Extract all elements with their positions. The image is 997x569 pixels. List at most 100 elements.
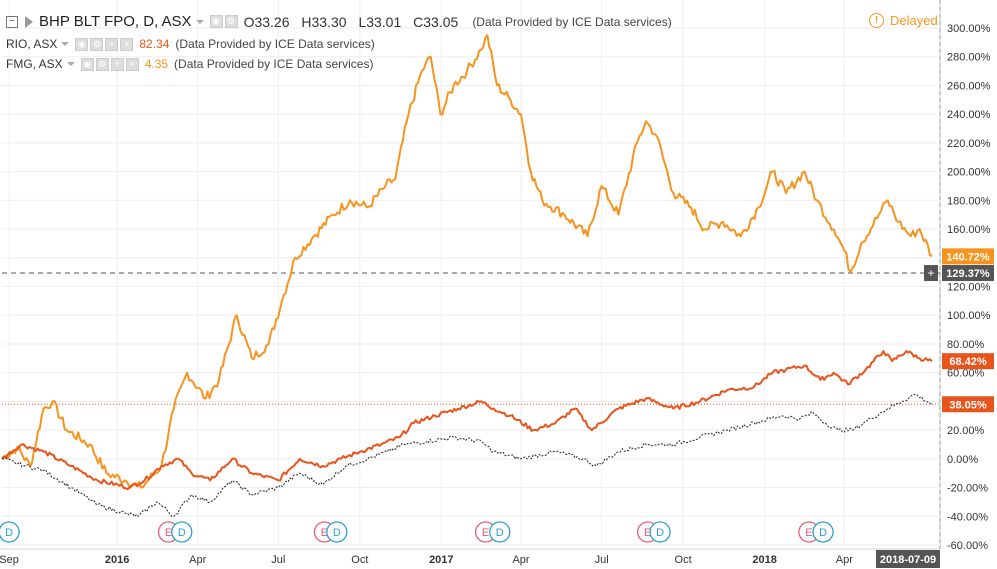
legend-row-fmg: FMG, ASX ◉ ⚙ + × 4.35 (Data Provided by … — [6, 57, 373, 71]
x-tick-label: Oct — [675, 554, 692, 566]
grid — [0, 0, 941, 550]
high-value: H33.30 — [301, 13, 347, 30]
series-line-fmg — [1, 34, 933, 489]
chevron-down-icon[interactable] — [61, 42, 70, 46]
crosshair-tag — [942, 265, 994, 282]
event-label: E — [805, 527, 812, 539]
event-marker-dividend — [812, 521, 834, 543]
event-marker-dividend — [489, 521, 511, 543]
price-axis[interactable]: 300.00% 280.00% 260.00% 240.00% 220.00% 200.0… — [947, 23, 991, 552]
event-label: E — [165, 527, 172, 539]
time-axis[interactable]: Sep 2016 Apr Jul Oct 2017 Apr Jul Oct 2018 Apr — [0, 554, 853, 566]
y-tick-label: 280.00% — [947, 52, 991, 64]
eye-icon[interactable]: ◉ — [75, 37, 89, 51]
value-tag-label-fmg: 140.72% — [946, 251, 990, 263]
series-line-rio — [1, 350, 933, 491]
ohlc-values: O33.26 H33.30 L33.01 C33.05 — [244, 14, 467, 30]
event-label: D — [178, 527, 186, 539]
x-tick-label: Apr — [512, 554, 529, 566]
event-label: D — [496, 527, 504, 539]
x-tick-label: Apr — [836, 554, 853, 566]
settings-icon[interactable]: ⚙ — [95, 57, 109, 71]
data-source-note: (Data Provided by ICE Data services) — [175, 37, 375, 51]
legend-row-rio: RIO, ASX ◉ ⚙ + × 82.34 (Data Provided by… — [6, 37, 375, 51]
x-tick-label: 2016 — [105, 554, 129, 566]
event-marker-dividend — [171, 521, 193, 543]
y-tick-label: 160.00% — [947, 224, 991, 236]
event-label: E — [482, 527, 489, 539]
symbol-title[interactable]: BHP BLT FPO, D, ASX — [39, 13, 192, 30]
main-legend: − BHP BLT FPO, D, ASX ◉ ⚙ O33.26 H33.30 … — [6, 13, 672, 30]
cursor-date-label: 2018-07-09 — [880, 554, 936, 566]
y-tick-label: 0.00% — [947, 454, 978, 466]
event-marker-dividend — [0, 521, 20, 543]
y-tick-label: -60.00% — [947, 540, 988, 552]
y-tick-label: -20.00% — [947, 483, 988, 495]
event-marker-dividend — [326, 521, 348, 543]
value-tag-bhp — [942, 396, 994, 413]
y-tick-label: 80.00% — [947, 339, 985, 351]
settings-icon[interactable]: ⚙ — [224, 15, 238, 28]
series-value: 4.35 — [144, 57, 169, 71]
event-label: D — [656, 527, 664, 539]
y-tick-label: 200.00% — [947, 167, 991, 179]
eye-icon[interactable]: ◉ — [80, 57, 94, 71]
value-tag-label-rio: 68.42% — [949, 356, 987, 368]
series-name[interactable]: RIO, ASX — [6, 37, 58, 51]
x-tick-label: Sep — [0, 554, 19, 566]
y-tick-label: 240.00% — [947, 109, 991, 121]
chevron-down-icon[interactable] — [66, 62, 75, 66]
event-marker-dividend — [649, 521, 671, 543]
event-label: E — [321, 527, 328, 539]
cursor-date-tag — [876, 550, 940, 568]
alert-icon: ! — [869, 13, 884, 28]
event-label: D — [5, 527, 13, 539]
crosshair-plus-glyph: + — [927, 266, 934, 280]
move-icon[interactable]: + — [110, 57, 124, 71]
x-tick-label: Jul — [271, 554, 285, 566]
delayed-indicator[interactable]: ! Delayed — [869, 13, 938, 28]
y-tick-label: 20.00% — [947, 425, 985, 437]
y-tick-label: 260.00% — [947, 80, 991, 92]
y-tick-label: 100.00% — [947, 310, 991, 322]
x-tick-label: Oct — [351, 554, 368, 566]
series-value: 82.34 — [139, 37, 170, 51]
move-icon[interactable]: + — [105, 37, 119, 51]
y-tick-label: 300.00% — [947, 23, 991, 35]
low-value: L33.01 — [358, 13, 402, 30]
value-tag-label-bhp: 38.05% — [949, 399, 987, 411]
flag-icon[interactable] — [25, 15, 33, 28]
chevron-down-icon[interactable] — [195, 19, 204, 24]
x-tick-label: 2017 — [429, 554, 453, 566]
open-value: O33.26 — [243, 13, 290, 30]
collapse-toggle-icon[interactable]: − — [6, 15, 18, 28]
data-source-note: (Data Provided by ICE Data services) — [174, 57, 374, 71]
y-tick-label: -40.00% — [947, 511, 988, 523]
y-tick-label: 220.00% — [947, 138, 991, 150]
series-layer — [1, 34, 933, 517]
crosshair-plus-icon — [924, 265, 938, 282]
y-tick-label: 120.00% — [947, 282, 991, 294]
close-value: C33.05 — [413, 13, 459, 30]
series-name[interactable]: FMG, ASX — [6, 57, 63, 71]
event-label: E — [644, 527, 651, 539]
close-icon[interactable]: × — [125, 57, 139, 71]
x-tick-label: 2018 — [752, 554, 776, 566]
delayed-label: Delayed — [890, 13, 938, 28]
y-tick-label: 180.00% — [947, 195, 991, 207]
series-line-bhp — [1, 393, 933, 517]
axis-labels: 140.72% 68.42% 38.05% + 129.37% 2018-07-09 — [876, 248, 994, 568]
event-label: D — [333, 527, 341, 539]
close-icon[interactable]: × — [120, 37, 134, 51]
eye-icon[interactable]: ◉ — [209, 15, 223, 28]
value-tag-fmg — [942, 248, 994, 265]
y-tick-label: 60.00% — [947, 368, 985, 380]
x-tick-label: Jul — [595, 554, 609, 566]
settings-icon[interactable]: ⚙ — [90, 37, 104, 51]
x-tick-label: Apr — [189, 554, 206, 566]
crosshair-tag-label: 129.37% — [946, 268, 990, 280]
event-label: D — [819, 527, 827, 539]
value-tag-rio — [942, 353, 994, 370]
